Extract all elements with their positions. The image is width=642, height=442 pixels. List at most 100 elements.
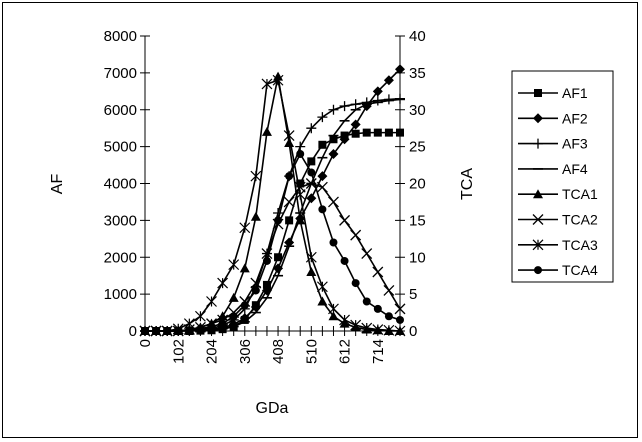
data-point [396, 128, 404, 137]
data-point [394, 303, 406, 315]
data-point [261, 78, 273, 90]
data-point [185, 326, 194, 335]
data-point [317, 112, 328, 123]
series-line [145, 152, 401, 332]
series-line [145, 182, 401, 332]
series-line [145, 98, 401, 332]
legend-marker [532, 239, 544, 251]
data-point [296, 150, 305, 158]
data-point [306, 193, 317, 204]
x-tick-label: 408 [270, 339, 287, 364]
data-point [251, 286, 260, 295]
legend-entry-af3: AF3 [518, 136, 588, 152]
data-point [228, 259, 240, 271]
data-point [273, 208, 284, 218]
data-point [351, 279, 360, 288]
y-right-tick-label: 35 [409, 65, 426, 82]
data-point [329, 238, 338, 247]
y-right-tick-label: 5 [409, 286, 417, 303]
data-point [250, 211, 261, 221]
data-point [283, 196, 295, 208]
legend-marker [534, 89, 542, 97]
data-point [361, 97, 372, 108]
y-left-tick-label: 0 [129, 323, 137, 340]
data-point [383, 75, 394, 86]
data-point [328, 104, 339, 115]
data-point [328, 303, 339, 315]
y-left-tick-label: 1000 [104, 286, 137, 303]
data-point [373, 304, 382, 313]
data-point [384, 128, 393, 137]
data-point [250, 170, 262, 182]
y-left-tick-label: 3000 [104, 212, 137, 229]
x-tick-label: 204 [204, 339, 221, 364]
data-point [361, 248, 373, 260]
data-point [328, 149, 339, 159]
y-left-tick-label: 4000 [104, 176, 137, 193]
data-point [307, 168, 316, 177]
data-point [362, 297, 371, 306]
legend-entry-tca1: TCA1 [518, 186, 598, 202]
data-point [306, 123, 317, 134]
data-point [141, 327, 149, 335]
data-point [350, 319, 362, 331]
data-point [339, 101, 350, 112]
series-tca4 [141, 150, 404, 335]
legend-entry-af2: AF2 [518, 110, 588, 126]
series-tca1 [140, 71, 405, 335]
data-point [295, 141, 306, 152]
legend-entry-tca2: TCA2 [518, 212, 598, 228]
x-tick-label: 714 [370, 339, 387, 364]
data-point [261, 126, 272, 136]
data-point [328, 196, 339, 208]
data-point [350, 99, 361, 110]
y-left-tick-label: 7000 [104, 65, 137, 82]
legend-marker [533, 189, 543, 199]
data-point [296, 179, 305, 188]
legend-label: TCA4 [562, 262, 598, 278]
data-point [394, 325, 406, 337]
data-point [350, 229, 362, 241]
data-point [307, 157, 316, 166]
data-point [383, 284, 395, 296]
x-tick-label: 0 [137, 339, 154, 347]
legend-entry-af4: AF4 [518, 161, 588, 177]
y-axis-right-title: TCA [459, 168, 476, 200]
data-point [396, 315, 404, 324]
y-right-tick-label: 30 [409, 102, 426, 119]
data-point [361, 322, 373, 334]
data-point [372, 324, 384, 335]
data-point [318, 205, 327, 214]
y-right-tick-label: 25 [409, 139, 426, 156]
legend-label: AF1 [562, 85, 588, 101]
data-point [228, 292, 239, 302]
data-point [239, 222, 251, 234]
y-right-tick-label: 40 [409, 28, 426, 45]
data-point [274, 216, 283, 225]
data-point [195, 310, 206, 322]
data-point [262, 280, 271, 289]
data-point [152, 327, 161, 335]
data-point [283, 130, 295, 141]
data-point [383, 324, 395, 336]
data-point [351, 129, 360, 138]
legend-marker [534, 266, 542, 275]
data-point [295, 215, 306, 225]
x-tick-label: 306 [237, 339, 254, 364]
data-point [285, 172, 294, 181]
series-line [145, 79, 401, 332]
data-point [316, 181, 328, 193]
legend-entry-tca3: TCA3 [518, 237, 598, 253]
series-layer [139, 64, 406, 337]
data-point [229, 312, 238, 321]
legend-entry-af1: AF1 [518, 85, 588, 101]
y-left-tick-label: 2000 [104, 249, 137, 266]
legend-label: AF3 [562, 136, 588, 152]
data-point [262, 256, 271, 265]
data-point [384, 312, 393, 321]
legend-label: AF2 [562, 110, 588, 126]
legend-label: AF4 [562, 161, 588, 177]
data-point [239, 263, 250, 273]
x-tick-label: 612 [337, 339, 354, 364]
